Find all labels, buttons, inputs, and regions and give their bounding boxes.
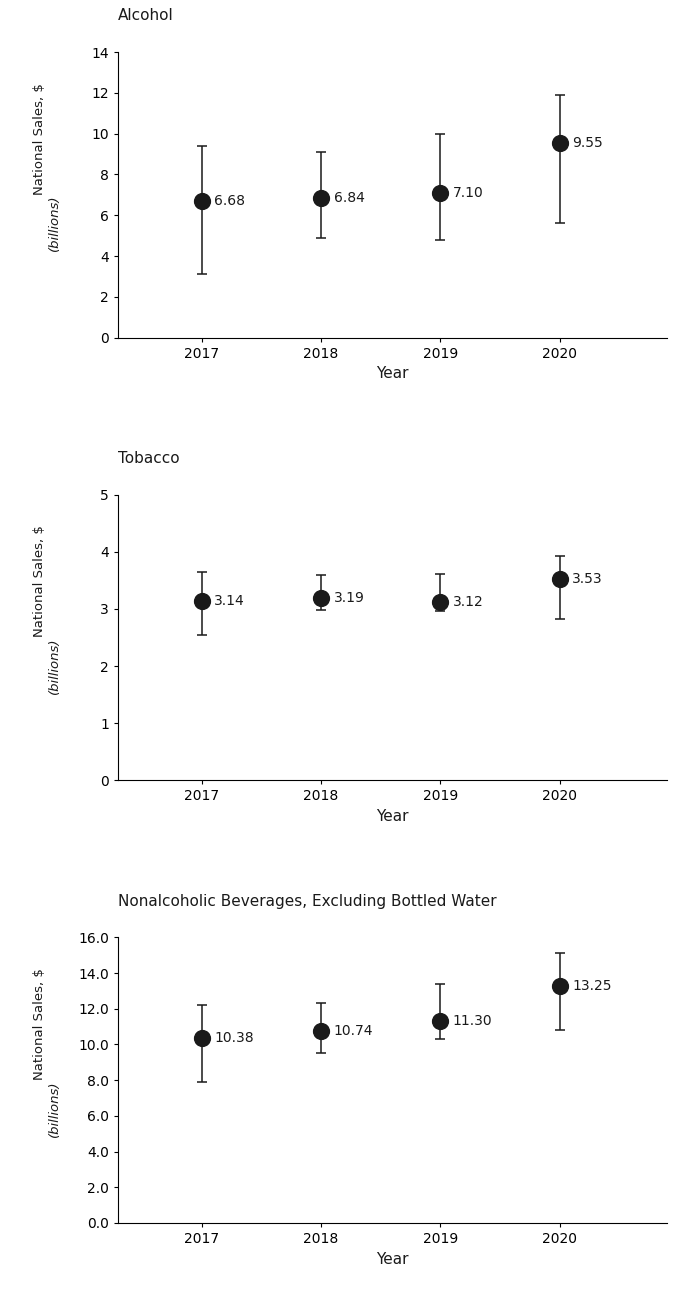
- Text: 3.12: 3.12: [453, 595, 484, 609]
- Text: Alcohol: Alcohol: [118, 9, 174, 23]
- Text: 10.38: 10.38: [214, 1030, 254, 1045]
- Point: [316, 187, 327, 208]
- Text: Nonalcoholic Beverages, Excluding Bottled Water: Nonalcoholic Beverages, Excluding Bottle…: [118, 894, 497, 909]
- Text: 13.25: 13.25: [572, 980, 612, 994]
- Point: [435, 182, 446, 203]
- Text: (billions): (billions): [33, 195, 60, 251]
- Point: [554, 976, 565, 997]
- Text: 6.68: 6.68: [214, 194, 245, 208]
- Text: National Sales, $: National Sales, $: [33, 522, 60, 637]
- Text: 7.10: 7.10: [453, 186, 484, 200]
- X-axis label: Year: Year: [377, 809, 409, 824]
- Text: 10.74: 10.74: [334, 1024, 373, 1038]
- Text: National Sales, $: National Sales, $: [33, 964, 60, 1080]
- Point: [554, 569, 565, 589]
- Text: 3.53: 3.53: [572, 571, 603, 585]
- Text: (billions): (billions): [33, 637, 60, 693]
- Point: [316, 588, 327, 609]
- Point: [196, 591, 207, 611]
- Text: 3.19: 3.19: [334, 591, 364, 605]
- Text: 3.14: 3.14: [214, 595, 245, 608]
- Text: 9.55: 9.55: [572, 135, 603, 150]
- Text: National Sales, $: National Sales, $: [33, 78, 60, 195]
- Point: [435, 1011, 446, 1032]
- Text: Tobacco: Tobacco: [118, 451, 180, 466]
- Text: 11.30: 11.30: [453, 1015, 493, 1028]
- X-axis label: Year: Year: [377, 1252, 409, 1266]
- Point: [196, 191, 207, 212]
- Point: [554, 133, 565, 154]
- Point: [435, 592, 446, 613]
- X-axis label: Year: Year: [377, 366, 409, 381]
- Text: (billions): (billions): [33, 1080, 60, 1137]
- Point: [196, 1028, 207, 1049]
- Point: [316, 1021, 327, 1042]
- Text: 6.84: 6.84: [334, 191, 364, 206]
